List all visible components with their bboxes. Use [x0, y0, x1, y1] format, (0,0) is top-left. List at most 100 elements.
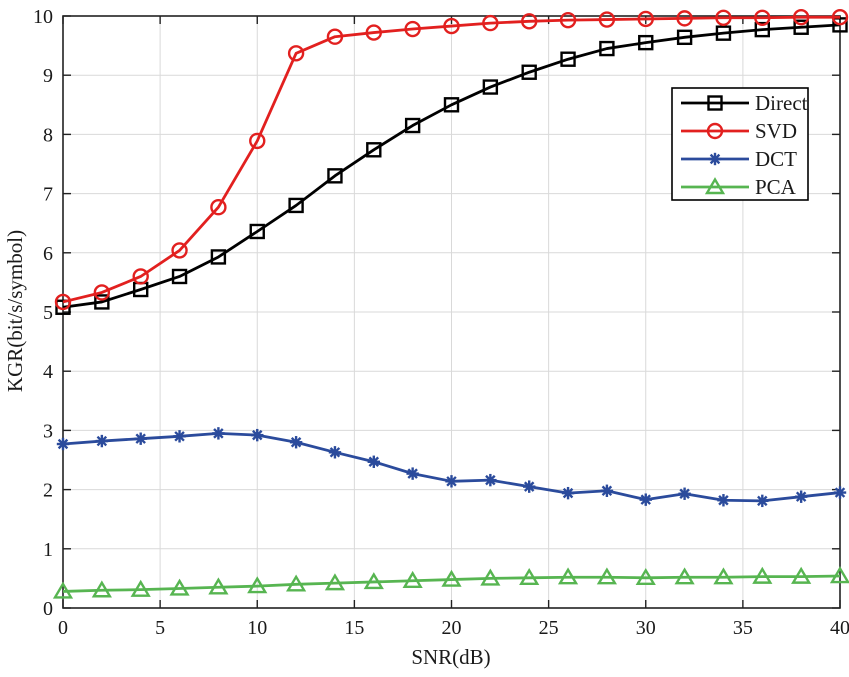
asterisk-marker: [717, 494, 730, 507]
series-direct: [55, 17, 848, 315]
triangle-marker: [557, 567, 579, 585]
triangle-marker: [52, 581, 74, 599]
triangle-marker: [208, 577, 229, 595]
asterisk-marker: [134, 432, 147, 445]
circle-marker: [93, 284, 111, 301]
square-marker: [482, 79, 499, 95]
triangle-marker: [674, 567, 695, 585]
x-tick-label: 15: [344, 617, 364, 639]
square-marker: [638, 34, 654, 51]
circle-marker: [54, 293, 72, 311]
circle-marker: [754, 9, 771, 26]
circle-marker: [637, 10, 654, 28]
square-marker: [171, 268, 188, 285]
triangle-marker: [285, 574, 307, 592]
legend-label: DCT: [755, 147, 797, 171]
asterisk-marker: [833, 486, 847, 499]
y-tick-label: 1: [43, 539, 53, 561]
circle-marker: [831, 8, 849, 26]
circle-marker: [210, 199, 227, 216]
square-marker: [560, 51, 576, 67]
series-pca: [52, 566, 849, 599]
circle-marker: [715, 9, 732, 26]
triangle-marker: [130, 579, 151, 597]
asterisk-marker: [367, 455, 380, 468]
circle-marker: [676, 10, 693, 27]
x-tick-label: 20: [442, 617, 462, 639]
asterisk-marker: [173, 430, 186, 443]
triangle-marker: [752, 566, 773, 584]
series-line-pca: [62, 574, 841, 593]
square-marker: [521, 64, 537, 80]
y-tick-label: 10: [33, 6, 53, 28]
asterisk-marker: [794, 490, 808, 503]
circle-marker: [443, 17, 460, 35]
square-marker: [599, 40, 615, 57]
square-marker: [715, 25, 732, 41]
asterisk-marker: [406, 467, 419, 480]
y-tick-label: 3: [43, 420, 53, 442]
triangle-marker: [363, 572, 384, 590]
asterisk-marker: [639, 493, 652, 506]
triangle-marker: [441, 569, 462, 587]
series-svd: [54, 8, 849, 311]
asterisk-marker: [523, 480, 536, 493]
triangle-marker: [480, 568, 501, 586]
y-tick-label: 4: [43, 361, 53, 383]
legend-label: SVD: [755, 119, 797, 143]
legend: Direct SVD DCT PCA: [671, 87, 809, 201]
circle-marker: [365, 24, 382, 41]
x-tick-label: 30: [636, 617, 656, 639]
legend-box: [671, 87, 809, 201]
triangle-marker: [704, 177, 726, 195]
y-tick-label: 0: [43, 598, 53, 620]
x-tick-label: 25: [539, 617, 559, 639]
series-line-svd: [62, 15, 840, 304]
triangle-marker: [402, 570, 423, 588]
y-tick-label: 6: [43, 243, 53, 265]
square-marker: [793, 19, 809, 35]
asterisk-marker: [561, 486, 575, 500]
square-marker: [443, 97, 460, 113]
y-tick-label: 7: [43, 184, 53, 206]
triangle-marker: [713, 567, 734, 585]
x-tick-label: 5: [155, 617, 165, 639]
square-marker: [366, 142, 382, 158]
asterisk-marker: [95, 434, 109, 448]
series: [52, 8, 849, 599]
square-marker: [249, 223, 265, 240]
circle-marker: [598, 11, 616, 28]
y-axis-label: KGR(bit/s/symbol): [3, 230, 27, 392]
tick-labels: 0 5 10 15 20 25 30 35 40 0 1 2 3 4 5 6 7 8 9 10: [33, 6, 849, 639]
triangle-marker: [829, 566, 849, 584]
circle-marker: [792, 8, 810, 26]
x-axis-label: SNR(dB): [411, 645, 490, 669]
asterisk-marker: [289, 436, 303, 449]
triangle-marker: [247, 576, 268, 594]
asterisk-marker: [212, 427, 225, 440]
triangle-marker: [169, 578, 190, 596]
y-tick-label: 5: [43, 302, 53, 324]
triangle-marker: [596, 567, 618, 585]
circle-marker: [706, 122, 724, 140]
y-tick-label: 8: [43, 124, 53, 146]
asterisk-marker: [445, 475, 458, 488]
legend-item-dct: DCT: [681, 147, 797, 171]
x-tick-label: 35: [733, 617, 753, 639]
square-marker: [707, 95, 723, 111]
square-marker: [754, 21, 770, 38]
circle-marker: [132, 268, 149, 285]
x-tick-label: 10: [247, 617, 267, 639]
legend-item-direct: Direct: [681, 91, 808, 115]
square-marker: [404, 117, 421, 134]
asterisk-marker: [756, 494, 769, 508]
circle-marker: [482, 14, 499, 32]
legend-item-svd: SVD: [681, 119, 797, 143]
circle-marker: [404, 20, 421, 38]
x-tick-label: 0: [58, 617, 68, 639]
asterisk-marker: [56, 437, 70, 451]
triangle-marker: [791, 566, 812, 584]
asterisk-marker: [678, 487, 691, 500]
circle-marker: [326, 28, 344, 45]
